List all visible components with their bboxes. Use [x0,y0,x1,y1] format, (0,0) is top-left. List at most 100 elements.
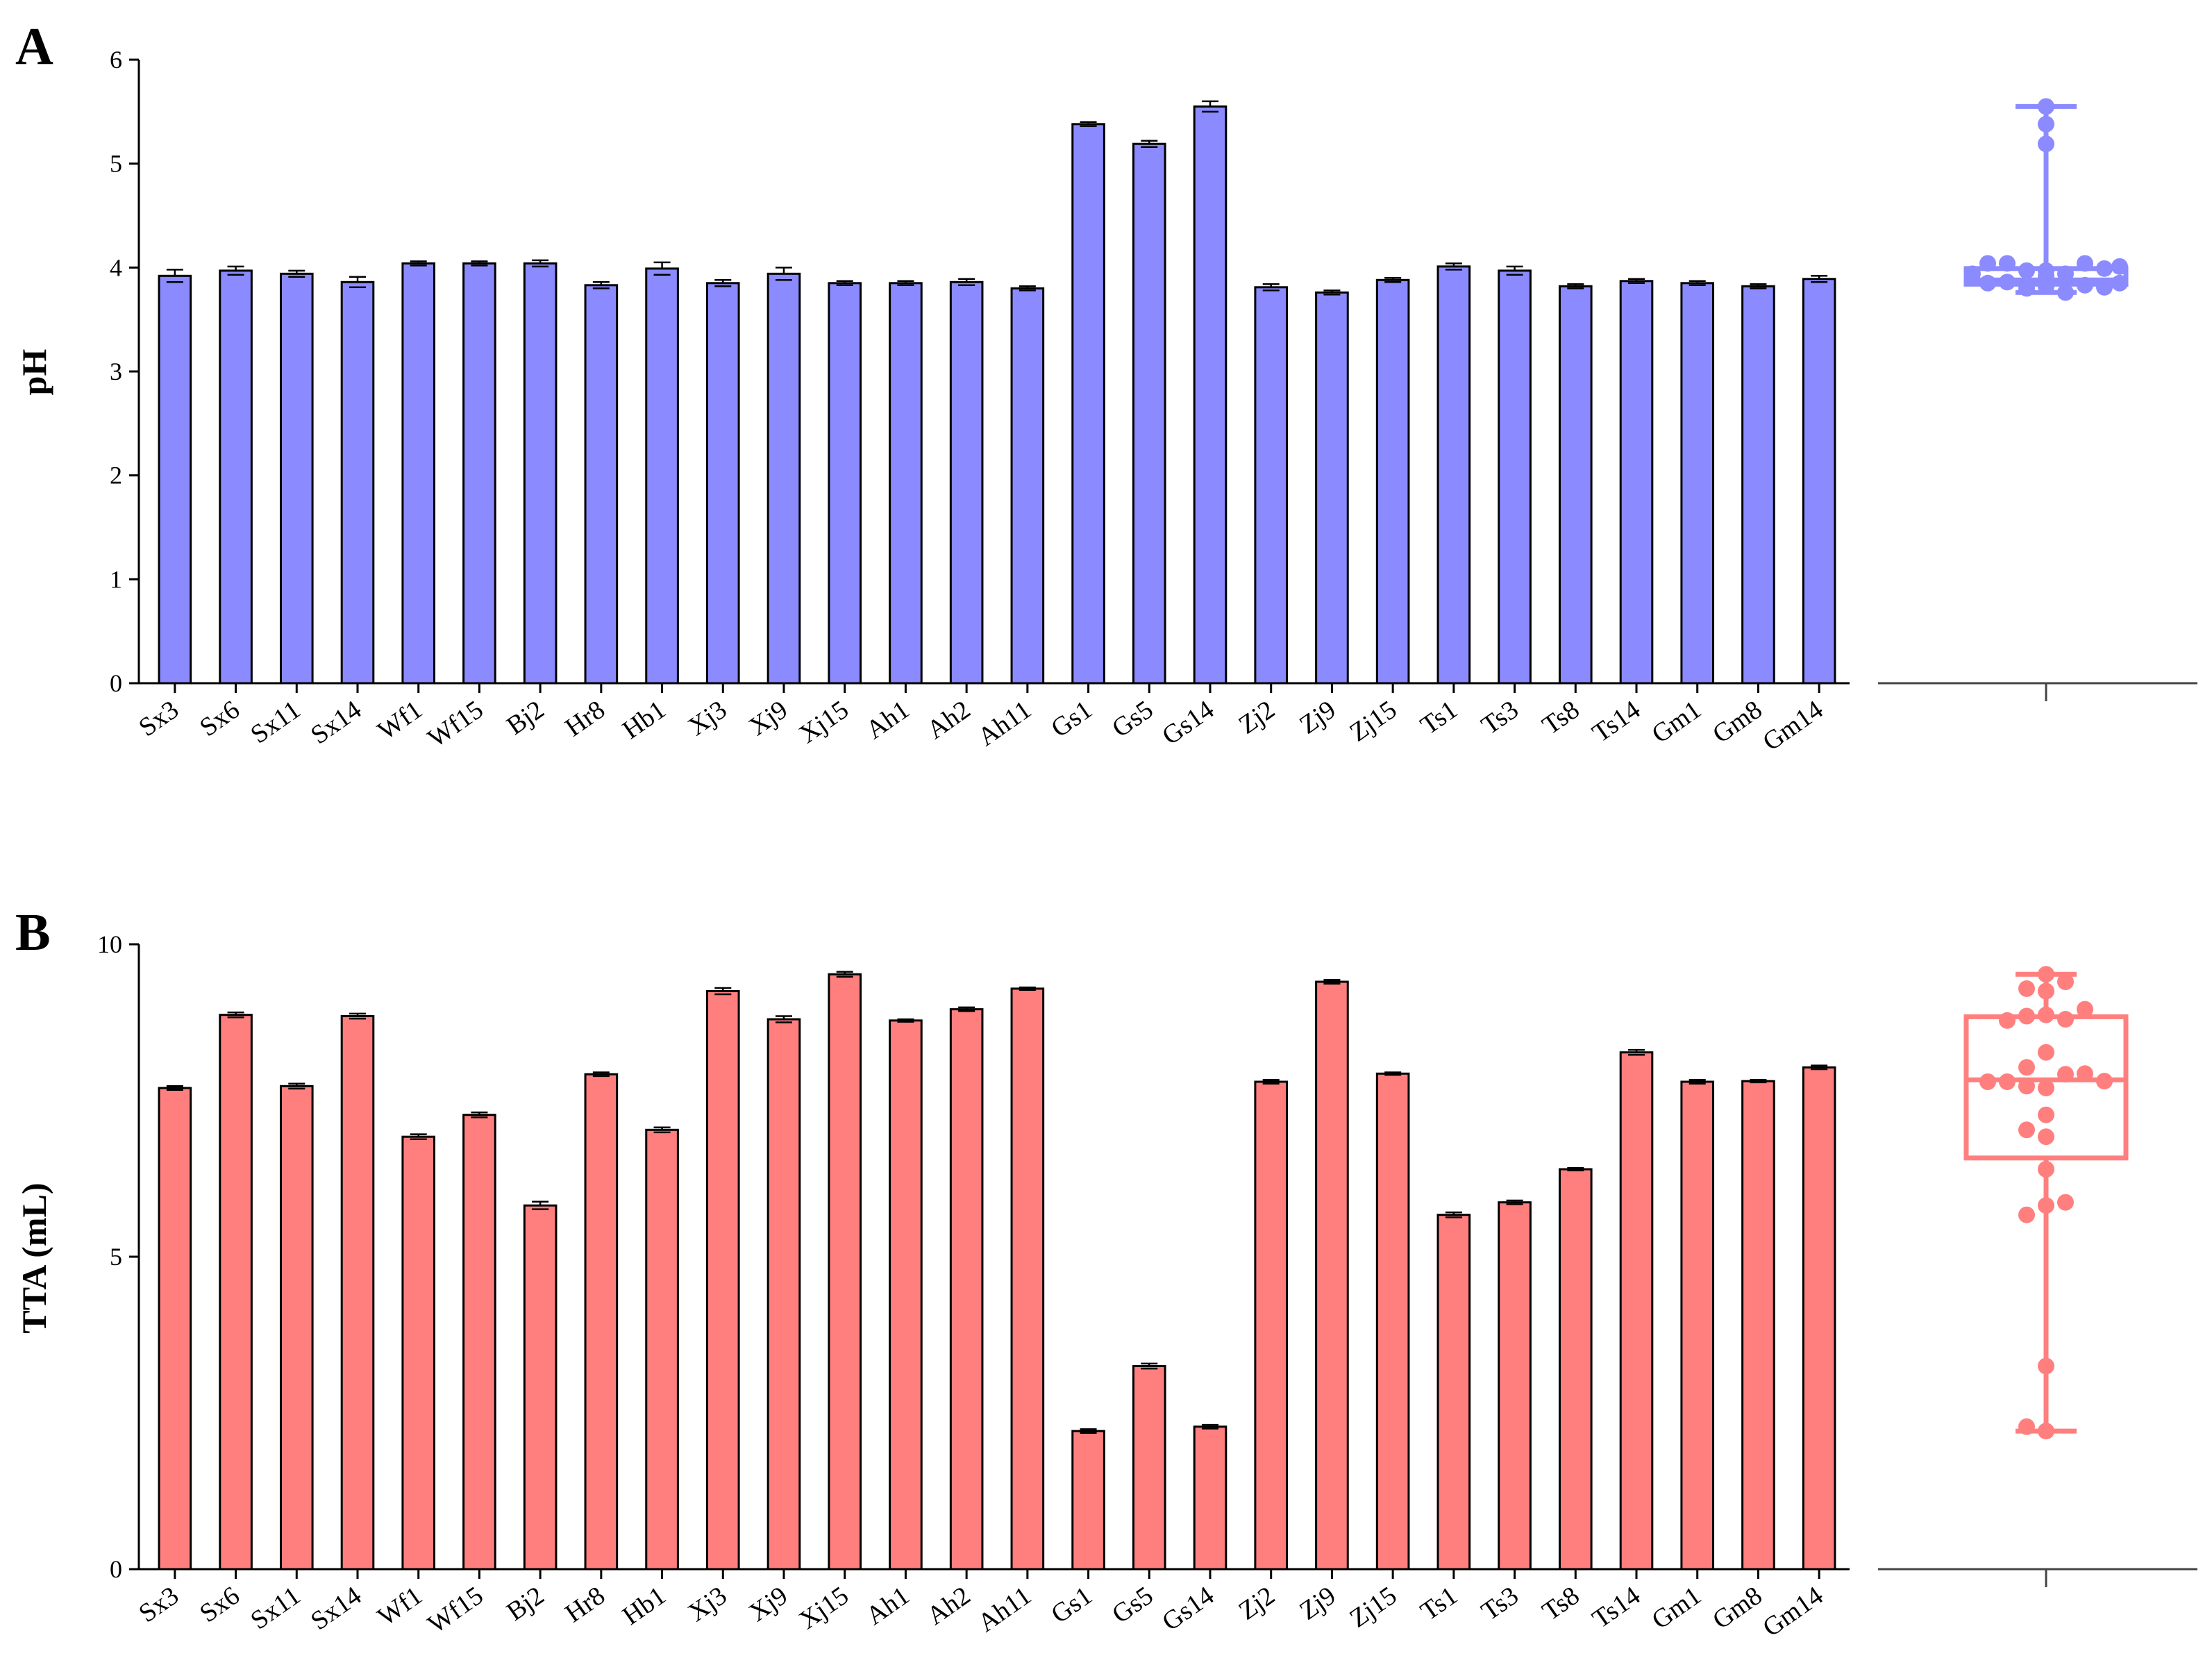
bar [462,262,496,685]
x-tick-label: Gm1 [1647,1581,1707,1635]
bar [1741,285,1775,685]
boxplot-point [2038,1197,2054,1214]
y-tick-label: 5 [110,150,122,178]
bar [1254,286,1289,685]
bar [158,1087,192,1571]
x-tick-label: Xj9 [744,1581,793,1627]
bar [1498,269,1532,685]
boxplot-point [2057,1011,2074,1028]
bar [279,272,314,685]
x-tick-label: Gs1 [1046,1581,1097,1630]
boxplot-point [2038,135,2054,153]
boxplot-point [2038,1044,2054,1061]
bar [889,1019,923,1571]
bar [219,269,253,685]
x-tick-label: Gm14 [1757,695,1828,757]
y-tick-label: 0 [110,669,122,697]
boxplot-point [2057,1194,2074,1211]
x-tick-label: Hb1 [617,695,671,745]
bar [1010,287,1045,685]
boxplot-point [2018,1121,2035,1139]
bar [1375,278,1410,685]
bar [523,1204,558,1571]
boxplot-point [2111,274,2128,292]
x-tick-label: Gs5 [1107,695,1158,744]
x-tick-label: Ts3 [1476,695,1524,741]
bar [1436,1214,1471,1571]
x-tick-label: Hr8 [560,1581,611,1628]
boxplot-point [2077,1001,2093,1018]
x-tick-label: Wf1 [372,695,427,746]
bar [1254,1080,1289,1571]
boxplot-point [2111,258,2128,275]
x-tick-label: Sx6 [194,1581,245,1628]
bar [1802,278,1836,685]
x-tick-label: Sx11 [246,1581,306,1635]
bar [584,1073,619,1571]
x-tick-label: Ts14 [1587,1581,1645,1634]
bar [1010,987,1045,1571]
bar [1436,265,1471,685]
bar [1619,280,1654,685]
boxplot-point [1999,1012,2016,1029]
x-tick-label: Sx11 [246,695,306,749]
x-tick-label: Gs1 [1046,695,1097,744]
boxplot-point [2038,115,2054,133]
panel-a-y-axis-title: pH [15,349,53,396]
x-tick-label: Hr8 [560,695,611,742]
boxplot-point [2038,1423,2054,1440]
panel-b-label: B [15,903,51,962]
bar [1315,291,1349,685]
x-tick-label: Ts3 [1476,1581,1524,1627]
boxplot-point [1964,265,1981,283]
boxplot-point [2096,260,2113,277]
bar [340,1015,375,1571]
x-tick-label: Ts8 [1537,1581,1585,1627]
bar [1193,1425,1228,1571]
bar [219,1014,253,1571]
boxplot-point [1999,274,2016,291]
boxplot-point [2018,1418,2035,1435]
boxplot-point [2018,1078,2035,1095]
x-tick-label: Ah1 [861,1581,915,1631]
x-tick-label: Gm8 [1707,695,1767,749]
bar [1558,285,1593,685]
bar [705,282,740,685]
bar [889,282,923,685]
boxplot-point [2018,262,2035,279]
bar [523,262,558,685]
boxplot-point [2096,278,2113,296]
x-tick-label: Xj15 [794,1581,854,1635]
bar [1802,1066,1836,1571]
x-tick-label: Xj3 [683,1581,732,1627]
bar [462,1114,496,1571]
boxplot-point [2038,966,2054,983]
x-tick-label: Ts14 [1587,695,1645,748]
x-tick-label: Xj9 [744,695,793,742]
boxplot-point [2077,255,2093,272]
x-tick-label: Zj2 [1234,1581,1280,1626]
bar [1132,1365,1166,1571]
x-tick-label: Ah11 [973,1581,1037,1638]
x-tick-label: Ah2 [922,1581,976,1631]
bar [401,1135,436,1571]
boxplot-point [1979,255,1996,272]
bar [1132,142,1166,685]
boxplot-point [2057,284,2074,301]
boxplot-point [2038,1006,2054,1023]
x-tick-label: Sx3 [133,1581,184,1628]
x-tick-label: Ts1 [1415,695,1463,741]
bar [645,1128,679,1571]
x-tick-label: Gs14 [1157,695,1219,751]
boxplot-point [2038,1357,2054,1375]
panel-b-y-axis-title: TTA (mL) [15,1182,53,1333]
boxplot-point [2038,1161,2054,1178]
boxplot-point [2038,982,2054,1000]
bar [340,281,375,685]
bar [1375,1072,1410,1571]
x-tick-label: Gm14 [1757,1581,1828,1643]
bar [1498,1201,1532,1571]
bar [766,272,801,685]
